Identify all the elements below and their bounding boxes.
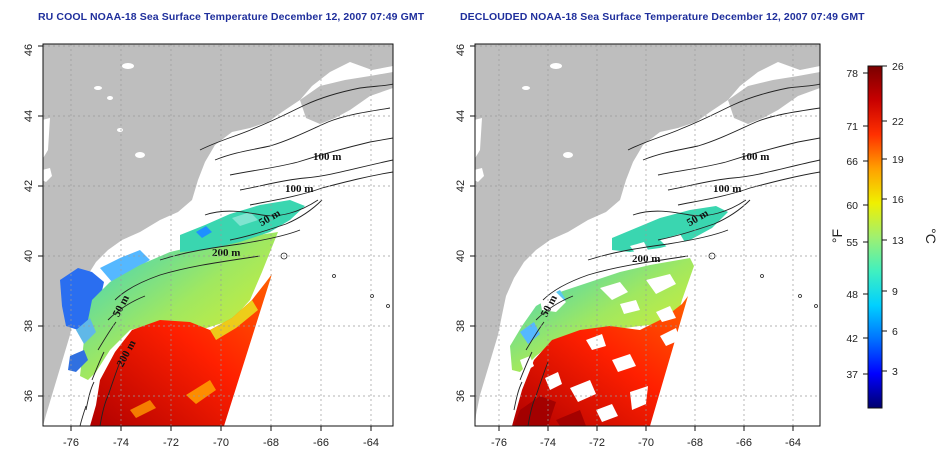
contour-label-100m: 100 m: [313, 151, 341, 163]
lon-tick-label: -74: [540, 437, 556, 449]
graticule: [475, 44, 820, 426]
sst-georges-bank: [180, 200, 305, 252]
lat-tick-label: 42: [23, 180, 35, 192]
celsius-tick-label: 22: [892, 116, 904, 128]
left-panel-title: RU COOL NOAA-18 Sea Surface Temperature …: [38, 11, 425, 23]
lat-tick-label: 40: [455, 250, 467, 262]
fahrenheit-tick-label: 37: [846, 369, 858, 381]
lon-tick-label: -72: [589, 437, 605, 449]
lon-tick-label: -64: [363, 437, 379, 449]
land-mass: [43, 44, 393, 426]
isobath-contours: [513, 83, 820, 426]
sst-shelf-water: [510, 258, 694, 372]
contour-label-100m: 100 m: [741, 151, 769, 163]
sst-georges-bank: [612, 206, 728, 252]
contour-label-200m: 200 m: [212, 247, 240, 259]
celsius-tick-label: 3: [892, 366, 898, 378]
lon-tick-label: -72: [163, 437, 179, 449]
lat-tick-label: 36: [455, 390, 467, 402]
fahrenheit-unit-label: °F: [829, 229, 845, 243]
fahrenheit-tick-label: 71: [846, 121, 858, 133]
lon-tick-label: -76: [63, 437, 79, 449]
lon-tick-label: -66: [736, 437, 752, 449]
celsius-tick-label: 6: [892, 326, 898, 338]
celsius-unit-label: °C: [923, 228, 939, 244]
contour-label-100m: 100 m: [285, 183, 313, 195]
celsius-tick-label: 19: [892, 154, 904, 166]
graticule: [43, 44, 393, 426]
right-map-panel: 100 m 100 m 50 m 200 m 50 m: [474, 43, 821, 427]
right-panel-title: DECLOUDED NOAA-18 Sea Surface Temperatur…: [460, 11, 865, 23]
lat-tick-label: 44: [23, 110, 35, 122]
land-peninsula: [300, 72, 393, 124]
lon-tick-label: -76: [491, 437, 507, 449]
contour-label-100m: 100 m: [713, 183, 741, 195]
lat-tick-label: 36: [23, 390, 35, 402]
sst-shelf-water: [80, 232, 278, 380]
lat-tick-label: 46: [455, 44, 467, 56]
lon-tick-label: -74: [113, 437, 129, 449]
fahrenheit-tick-label: 55: [846, 237, 858, 249]
celsius-tick-label: 26: [892, 61, 904, 73]
lat-tick-label: 38: [23, 320, 35, 332]
left-map-panel: 100 m 100 m 50 m 200 m 50 m 200 m: [42, 43, 394, 427]
lon-tick-label: -68: [687, 437, 703, 449]
fahrenheit-tick-label: 60: [846, 200, 858, 212]
lat-tick-label: 40: [23, 250, 35, 262]
celsius-tick-label: 13: [892, 235, 904, 247]
land-mass: [475, 44, 820, 426]
celsius-tick-label: 9: [892, 286, 898, 298]
lon-tick-label: -70: [638, 437, 654, 449]
sst-gulf-stream: [90, 274, 272, 426]
fahrenheit-tick-label: 48: [846, 289, 858, 301]
lat-tick-label: 42: [455, 180, 467, 192]
lon-tick-label: -66: [313, 437, 329, 449]
fahrenheit-tick-label: 66: [846, 156, 858, 168]
lon-tick-label: -64: [785, 437, 801, 449]
fahrenheit-tick-label: 78: [846, 68, 858, 80]
celsius-tick-label: 16: [892, 194, 904, 206]
lon-tick-label: -68: [263, 437, 279, 449]
lat-tick-label: 46: [23, 44, 35, 56]
lat-tick-label: 44: [455, 110, 467, 122]
lat-tick-label: 38: [455, 320, 467, 332]
temperature-colorbar: 78 71 66 60 55 48 42 37 26 22 19 16 13 9…: [829, 61, 939, 409]
fahrenheit-tick-label: 42: [846, 333, 858, 345]
lon-tick-label: -70: [213, 437, 229, 449]
isobath-contours: [79, 83, 393, 426]
